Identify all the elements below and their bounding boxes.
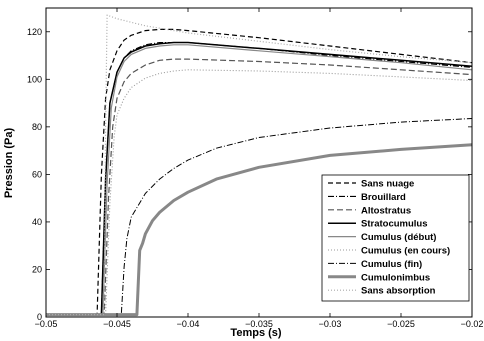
legend-label-5: Cumulus (en cours) <box>361 246 450 257</box>
x-tick-label: −0.025 <box>387 319 415 329</box>
y-tick-label: 120 <box>27 27 42 37</box>
series-line-4 <box>46 44 473 316</box>
x-tick-label: −0.02 <box>461 319 484 329</box>
series-line-2 <box>46 58 473 316</box>
series-line-8 <box>46 14 473 316</box>
y-tick-label: 60 <box>32 169 42 179</box>
y-tick-label: 100 <box>27 74 42 84</box>
x-tick-label: −0.04 <box>177 319 200 329</box>
y-tick-label: 0 <box>37 312 42 322</box>
x-tick-label: −0.045 <box>103 319 131 329</box>
series-line-3 <box>46 41 473 316</box>
legend-box <box>321 174 470 302</box>
x-tick-label: −0.035 <box>245 319 273 329</box>
series-line-7 <box>46 143 473 317</box>
x-axis-label: Temps (s) <box>230 327 281 339</box>
y-tick-label: 40 <box>32 217 42 227</box>
legend-label-0: Sans nuage <box>361 179 414 190</box>
legend: Sans nuage Brouillard Altostratus Stratocum… <box>321 174 470 302</box>
plot-lines <box>46 14 473 317</box>
y-tick-label: 20 <box>32 264 42 274</box>
legend-label-7: Cumulonimbus <box>361 272 430 283</box>
legend-label-2: Altostratus <box>361 205 411 216</box>
axis-ticks: −0.05 −0.045 −0.04 −0.035 −0.03 −0.025 −0.02 0 2… <box>27 8 483 329</box>
x-tick-label: −0.03 <box>319 319 342 329</box>
x-tick-label: −0.05 <box>35 319 58 329</box>
y-tick-label: 80 <box>32 122 42 132</box>
legend-label-4: Cumulus (début) <box>361 232 436 243</box>
legend-label-3: Stratocumulus <box>361 219 428 230</box>
legend-label-8: Sans absorption <box>361 286 436 297</box>
series-line-6 <box>46 118 473 316</box>
legend-label-1: Brouillard <box>361 192 406 203</box>
legend-label-6: Cumulus (fin) <box>361 259 422 270</box>
y-axis-label: Pression (Pa) <box>3 128 15 199</box>
series-line-0 <box>46 28 473 316</box>
